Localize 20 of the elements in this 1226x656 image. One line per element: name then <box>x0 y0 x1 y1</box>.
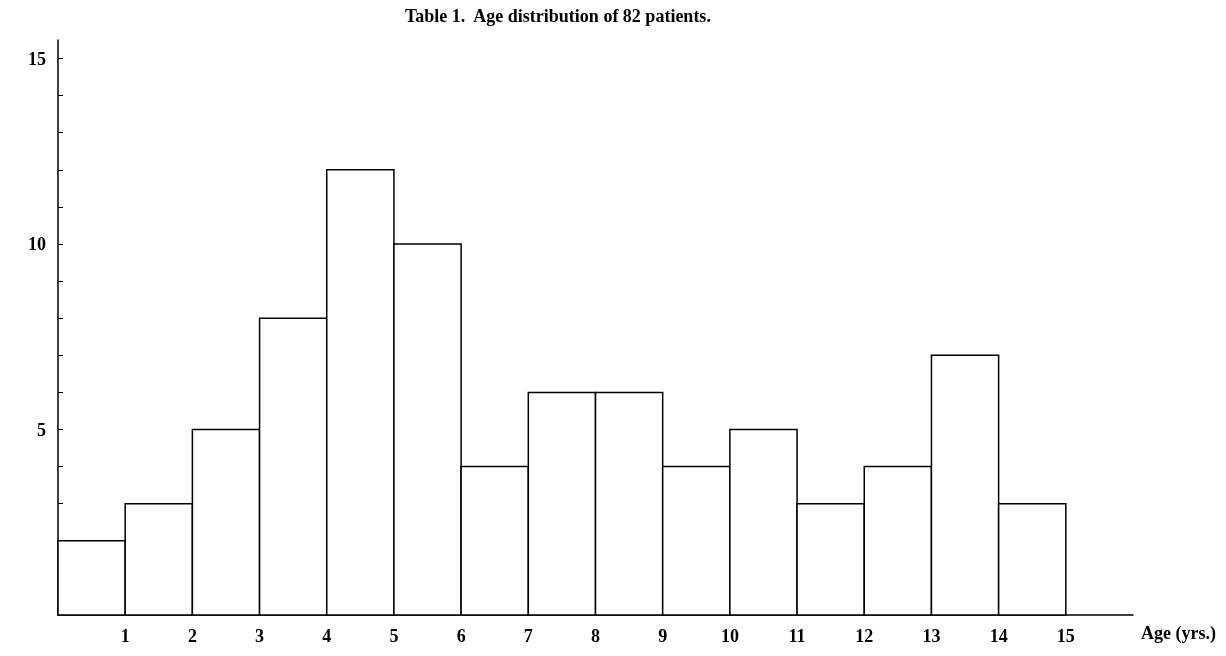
y-tick-label: 10 <box>28 234 46 255</box>
x-tick-label: 11 <box>788 626 806 646</box>
y-tick-label: 15 <box>28 48 46 69</box>
x-tick-label: 12 <box>855 626 874 646</box>
y-tick-label: 5 <box>37 419 46 440</box>
x-tick-label: 8 <box>591 626 600 646</box>
x-tick-label: 13 <box>922 626 941 646</box>
x-tick-label: 9 <box>658 626 668 646</box>
x-tick-label: 14 <box>989 626 1008 646</box>
x-tick-label: 2 <box>187 626 197 646</box>
x-tick-label: 1 <box>120 626 130 646</box>
x-tick-label: 6 <box>456 626 466 646</box>
x-tick-label: 5 <box>389 626 399 646</box>
x-tick-label: 15 <box>1056 626 1075 646</box>
x-tick-label: 7 <box>523 626 533 646</box>
x-tick-label: 10 <box>720 626 739 646</box>
x-tick-label: 4 <box>322 626 332 646</box>
x-axis-title: Age (yrs.) <box>1141 623 1216 644</box>
chart-title: Table 1. Age distribution of 82 patients. <box>405 6 711 26</box>
x-tick-label: 3 <box>255 626 265 646</box>
